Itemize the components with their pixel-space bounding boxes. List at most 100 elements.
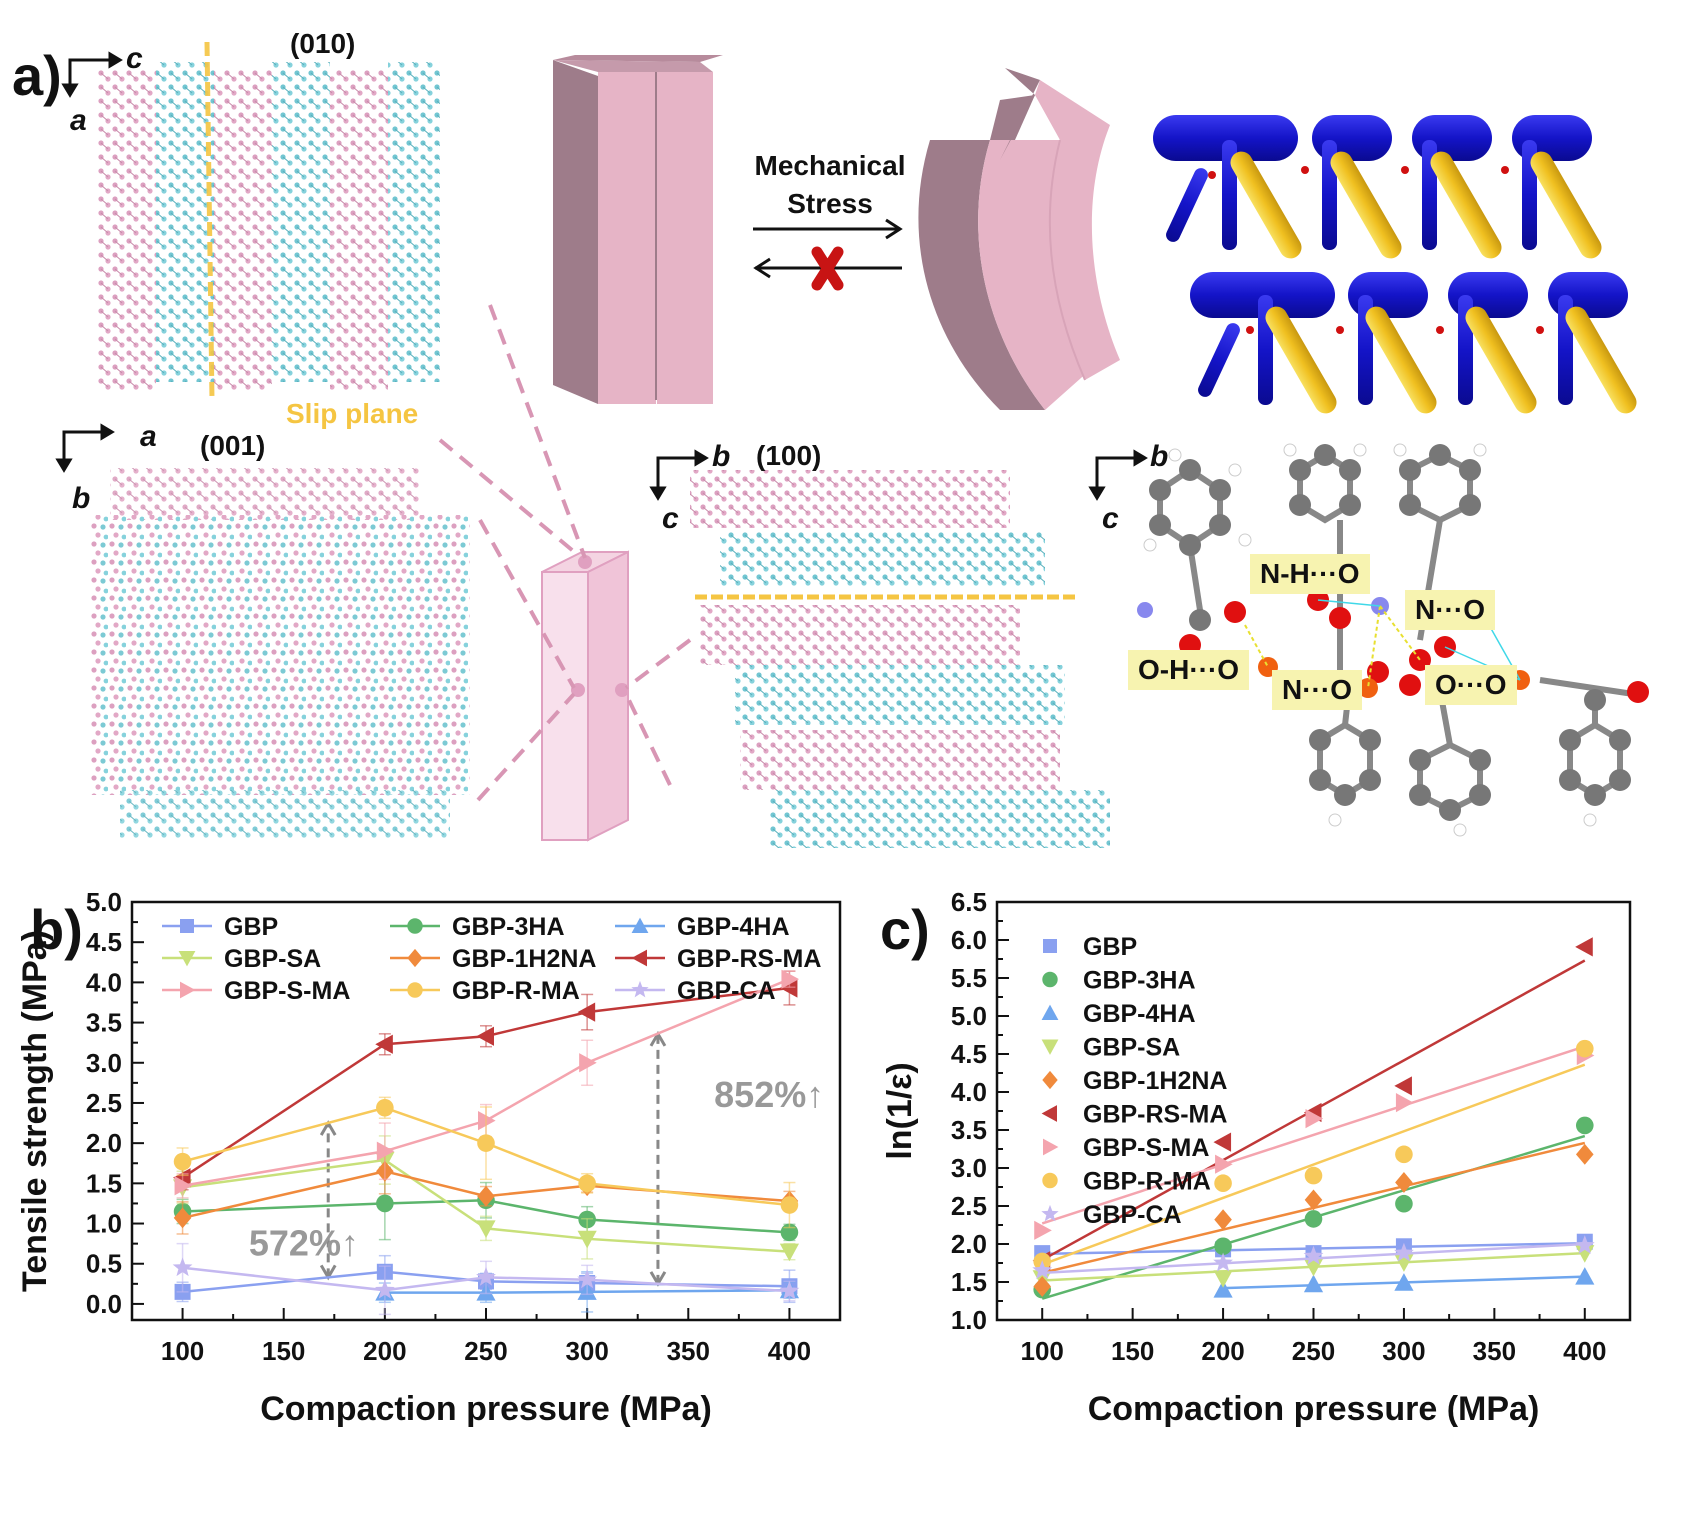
- pink-layer: [214, 70, 272, 390]
- y-tick-label: 2.5: [86, 1088, 122, 1118]
- series-gbp-1h2na: [1033, 1141, 1594, 1297]
- axis-b-label: b: [1150, 440, 1169, 473]
- hbond-label-n-o: N···O: [1405, 590, 1495, 630]
- legend-marker: [180, 919, 194, 933]
- y-tick-label: 4.5: [951, 1039, 987, 1069]
- data-point: [476, 1220, 496, 1238]
- data-point: [577, 1002, 596, 1022]
- legend-item: GBP-R-MA: [390, 977, 580, 1005]
- cyan-layer: [156, 62, 214, 382]
- legend-label: GBP-S-MA: [1083, 1134, 1209, 1162]
- data-point: [579, 1053, 597, 1073]
- y-tick-label: 6.5: [951, 887, 987, 917]
- straight-crystal-icon: [553, 55, 723, 404]
- data-point: [1214, 1237, 1232, 1256]
- increase-annotation: 572%↑: [249, 1120, 359, 1281]
- plane-100-label: (100): [756, 440, 822, 471]
- data-point: [1575, 1039, 1594, 1058]
- legend-label: GBP-1H2NA: [1083, 1067, 1227, 1095]
- y-tick-label: 1.5: [86, 1168, 122, 1198]
- x-tick-label: 200: [363, 1336, 406, 1366]
- data-point: [1213, 1270, 1233, 1288]
- data-point: [1575, 1143, 1594, 1165]
- data-point: [1574, 1235, 1595, 1254]
- x-tick-label: 150: [1111, 1336, 1154, 1366]
- legend-label: GBP: [1083, 933, 1137, 961]
- legend-marker: [1043, 939, 1057, 953]
- x-tick-label: 150: [262, 1336, 305, 1366]
- data-point: [174, 1176, 193, 1196]
- y-tick-label: 3.0: [86, 1048, 122, 1078]
- data-point: [779, 978, 798, 998]
- axis-c-label: c: [662, 502, 679, 535]
- forward-arrow-icon: [753, 218, 903, 240]
- increase-annotation: 852%↑: [649, 1030, 824, 1287]
- y-tick-label: 4.0: [86, 967, 122, 997]
- legend-item: GBP-S-MA: [1043, 1134, 1209, 1162]
- legend-marker: [1042, 971, 1058, 988]
- data-point: [1395, 1194, 1413, 1213]
- axis-c-label: c: [126, 42, 143, 75]
- legend-label: GBP-3HA: [1083, 967, 1196, 995]
- crystal-view-001: [90, 468, 470, 840]
- data-point: [1213, 1132, 1232, 1152]
- energy-framework-diagram: [1153, 115, 1637, 414]
- panel-a-illustration: [55, 41, 1649, 848]
- legend-label: GBP: [224, 913, 278, 941]
- hydrogen-bond-diagram: [1137, 443, 1649, 837]
- data-point: [476, 1026, 494, 1046]
- y-tick-label: 3.5: [86, 1008, 122, 1038]
- x-tick-label: 300: [1382, 1336, 1425, 1366]
- x-tick-label: 200: [1201, 1336, 1244, 1366]
- y-axis-title: Tensile strength (MPa): [16, 930, 54, 1292]
- axis-a-label: a: [70, 104, 87, 137]
- series-gbp-r-ma: [173, 1096, 799, 1229]
- legend-label: GBP-1H2NA: [452, 945, 596, 973]
- x-axis-title: Compaction pressure (MPa): [1088, 1390, 1540, 1428]
- legend-marker: [1041, 1039, 1059, 1055]
- data-point: [1304, 1189, 1323, 1211]
- data-point: [1213, 1252, 1233, 1272]
- legend-label: GBP-4HA: [1083, 1000, 1196, 1028]
- x-tick-label: 300: [565, 1336, 608, 1366]
- legend-label: GBP-SA: [224, 945, 321, 973]
- axis-b-label: b: [712, 440, 731, 473]
- legend-label: GBP-R-MA: [452, 977, 580, 1005]
- legend-item: GBP: [162, 913, 278, 941]
- axes-010-icon: [61, 51, 123, 98]
- data-point: [375, 1034, 393, 1054]
- x-tick-label: 400: [1563, 1336, 1606, 1366]
- legend-label: GBP-3HA: [452, 913, 565, 941]
- legend-item: GBP-CA: [1041, 1201, 1182, 1229]
- x-tick-label: 100: [161, 1336, 204, 1366]
- hbond-label-oh-o: O-H···O: [1128, 650, 1250, 690]
- legend-item: GBP-4HA: [615, 913, 790, 941]
- data-point: [1215, 1154, 1233, 1174]
- data-point: [1033, 1276, 1052, 1297]
- data-point: [1395, 1145, 1413, 1164]
- data-point: [476, 1266, 496, 1286]
- data-point: [1303, 1274, 1324, 1293]
- data-point: [1034, 1220, 1052, 1240]
- fit-line: [1041, 1063, 1586, 1266]
- y-tick-label: 5.0: [951, 1001, 987, 1031]
- data-point: [1032, 1260, 1053, 1280]
- legend-label: GBP-CA: [677, 977, 776, 1005]
- legend-item: GBP-1H2NA: [390, 945, 596, 973]
- hbond-label-nh-o: N-H···O: [1250, 554, 1370, 594]
- axis-b-label: b: [72, 482, 91, 515]
- data-point: [1394, 1242, 1414, 1262]
- axis-a-label: a: [140, 420, 157, 453]
- data-point: [1575, 1116, 1594, 1135]
- fit-line: [1041, 1045, 1586, 1225]
- y-tick-label: 4.0: [951, 1077, 987, 1107]
- stress-label-line2: Stress: [787, 188, 873, 219]
- y-tick-label: 5.0: [86, 887, 122, 917]
- data-point: [779, 1280, 800, 1300]
- data-point: [780, 1196, 799, 1214]
- x-tick-label: 250: [464, 1336, 507, 1366]
- legend: GBP GBP-3HA GBP-4HA GBP-SA GBP-1H2NA GBP-RS-M…: [162, 913, 821, 1005]
- crystal-view-010: [98, 41, 440, 401]
- data-point: [1305, 1109, 1324, 1129]
- y-tick-label: 2.5: [951, 1191, 987, 1221]
